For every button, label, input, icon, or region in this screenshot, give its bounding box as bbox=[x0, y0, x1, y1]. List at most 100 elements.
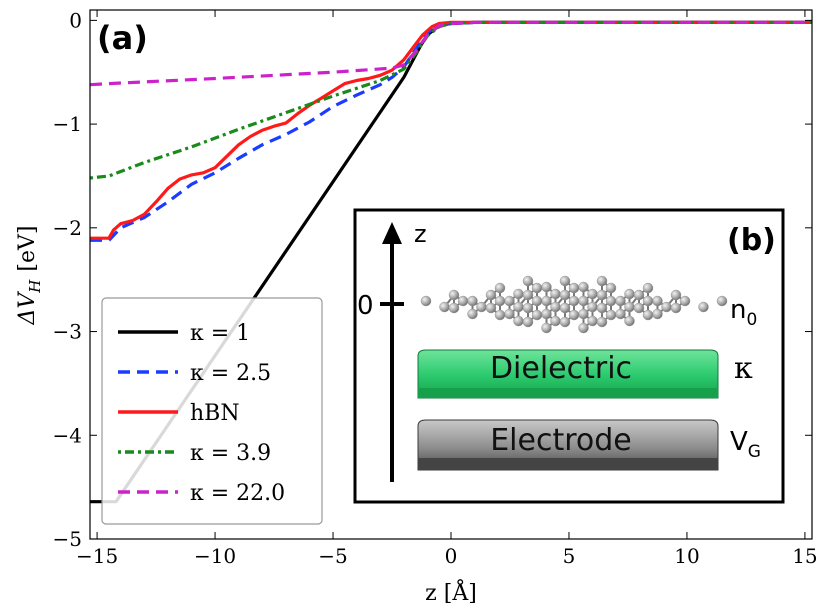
graphene-atom bbox=[513, 315, 524, 327]
graphene-atom bbox=[541, 281, 552, 293]
graphene-atom bbox=[513, 301, 524, 313]
series-layer bbox=[90, 20, 812, 504]
graphene-atom bbox=[504, 308, 515, 320]
legend: κ = 1 κ = 2.5 hBN κ = 3.9 κ = 22.0 bbox=[101, 297, 323, 525]
graphene-density-label: n0 bbox=[730, 295, 757, 330]
graphene-atom bbox=[550, 315, 561, 327]
graphene-atom bbox=[467, 308, 478, 320]
graphene-atom bbox=[587, 301, 598, 313]
electrode-gate-voltage: VG bbox=[730, 427, 761, 462]
electrode-gate-voltage-main: V bbox=[730, 427, 748, 457]
series-line-hbn bbox=[90, 20, 812, 240]
graphene-atom bbox=[605, 282, 617, 294]
graphene-atom bbox=[605, 295, 617, 307]
graphene-atom bbox=[596, 302, 608, 314]
graphene-atom bbox=[522, 316, 534, 328]
graphene-atom bbox=[485, 289, 497, 301]
y-tick-label: −3 bbox=[53, 320, 82, 344]
y-tick-label: −4 bbox=[53, 423, 82, 447]
graphene-atom bbox=[596, 289, 608, 301]
graphene-atom bbox=[670, 302, 682, 314]
graphene-atom bbox=[448, 302, 460, 314]
graphene-atom bbox=[531, 295, 543, 307]
legend-label: κ = 3.9 bbox=[190, 441, 271, 466]
graphene-atom bbox=[568, 295, 580, 307]
graphene-atom bbox=[522, 289, 534, 301]
x-tick-label: 10 bbox=[674, 544, 699, 568]
graphene-atom bbox=[559, 275, 571, 287]
graphene-atom bbox=[596, 275, 608, 287]
graphene-atom bbox=[522, 302, 534, 314]
y-axis-label-unit: [eV] bbox=[15, 226, 40, 272]
graphene-atom bbox=[522, 275, 534, 287]
graphene-atom bbox=[624, 315, 635, 327]
graphene-atom bbox=[420, 295, 432, 307]
graphene-atom bbox=[559, 289, 571, 301]
x-tick-label: −15 bbox=[76, 544, 118, 568]
graphene-atom bbox=[541, 295, 552, 307]
legend-label: hBN bbox=[190, 401, 240, 426]
graphene-atom bbox=[485, 302, 497, 314]
dielectric-slab: Dielectric bbox=[417, 349, 719, 399]
graphene-atom bbox=[624, 301, 635, 313]
x-tick-label: −5 bbox=[318, 544, 347, 568]
graphene-atom bbox=[578, 322, 589, 334]
graphene-atom bbox=[476, 301, 487, 313]
panel-label-a: (a) bbox=[97, 19, 148, 57]
graphene-atom bbox=[504, 295, 515, 307]
series-line-3.9 bbox=[90, 20, 812, 180]
ticks-layer: −15 −10 −5 0 5 10 15 0 −1 −2 −3 −4 −5 bbox=[53, 8, 818, 568]
graphene-density-sub: 0 bbox=[746, 310, 757, 330]
graphene-atom bbox=[494, 295, 506, 307]
graphene-atom bbox=[615, 295, 626, 307]
graphene-atom bbox=[494, 282, 506, 294]
graphene-atom bbox=[633, 302, 645, 314]
x-axis-label: z [Å] bbox=[425, 578, 477, 606]
graphene-atom bbox=[568, 309, 580, 321]
z-axis-label: z bbox=[414, 220, 427, 248]
x-tick-label: 5 bbox=[563, 544, 576, 568]
graphene-atom bbox=[550, 301, 561, 313]
y-tick-label: 0 bbox=[69, 8, 82, 32]
graphene-atom bbox=[578, 308, 589, 320]
electrode-slab-base bbox=[418, 458, 718, 470]
graphene-atom bbox=[642, 282, 654, 294]
graphene-atom bbox=[531, 282, 543, 294]
graphene-atom bbox=[541, 322, 552, 334]
y-tick-label: −5 bbox=[53, 527, 82, 551]
legend-label: κ = 1 bbox=[190, 321, 250, 346]
graphene-atom bbox=[541, 308, 552, 320]
y-axis-label-sub: H bbox=[26, 279, 44, 294]
graphene-atom bbox=[439, 301, 450, 313]
graphene-atom bbox=[615, 308, 626, 320]
graphene-density-main: n bbox=[730, 295, 746, 325]
legend-label: κ = 2.5 bbox=[190, 361, 271, 386]
y-tick-label: −1 bbox=[53, 112, 82, 136]
graphene-atom bbox=[578, 295, 589, 307]
series-line-2.5 bbox=[90, 20, 812, 242]
electrode-slab-shape bbox=[417, 419, 719, 471]
legend-label: κ = 22.0 bbox=[190, 481, 285, 506]
z-axis-arrowhead bbox=[382, 222, 402, 244]
y-tick-label: −2 bbox=[53, 216, 82, 240]
graphene-atom bbox=[642, 309, 654, 321]
y-axis-label-main: ΔV bbox=[15, 291, 40, 326]
graphene-atom bbox=[531, 309, 543, 321]
graphene-atom bbox=[568, 282, 580, 294]
electrode-slab: Electrode bbox=[417, 419, 719, 471]
graphene-atom bbox=[559, 316, 571, 328]
dielectric-slab-base bbox=[418, 388, 718, 398]
panel-label-b: (b) bbox=[727, 223, 776, 258]
graphene-sheet bbox=[420, 275, 728, 334]
graphene-atom bbox=[550, 288, 561, 300]
zero-label: 0 bbox=[357, 291, 374, 321]
dielectric-kappa: κ bbox=[734, 351, 753, 386]
graphene-atom bbox=[513, 288, 524, 300]
dielectric-slab-shape bbox=[417, 349, 719, 399]
x-tick-label: 15 bbox=[792, 544, 817, 568]
electrode-gate-voltage-sub: G bbox=[748, 442, 761, 462]
graphene-atom bbox=[642, 295, 654, 307]
graphene-atom bbox=[661, 301, 672, 313]
graphene-atom bbox=[596, 316, 608, 328]
